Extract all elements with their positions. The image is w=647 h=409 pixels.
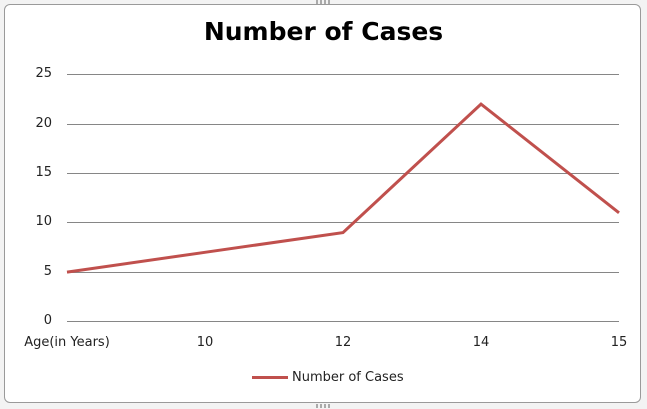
gridlines xyxy=(67,74,619,322)
x-tick-age: Age(in Years) xyxy=(24,335,110,350)
x-tick-14: 14 xyxy=(472,335,490,350)
x-tick-12: 12 xyxy=(334,335,352,350)
legend-line-swatch xyxy=(252,376,288,379)
chart-title[interactable]: Number of Cases xyxy=(203,17,444,46)
legend-label: Number of Cases xyxy=(292,370,404,385)
y-tick-0: 0 xyxy=(43,313,52,328)
x-tick-10: 10 xyxy=(196,335,214,350)
y-tick-15: 15 xyxy=(35,165,52,180)
y-tick-20: 20 xyxy=(35,116,52,131)
y-tick-5: 5 xyxy=(43,264,52,279)
chart-area[interactable] xyxy=(4,4,641,403)
y-tick-10: 10 xyxy=(35,214,52,229)
resize-handle-bottom[interactable] xyxy=(316,404,330,408)
resize-handle-top[interactable] xyxy=(316,0,330,4)
y-tick-25: 25 xyxy=(35,66,52,81)
series-line-number-of-cases xyxy=(66,102,620,274)
x-tick-15: 15 xyxy=(610,335,628,350)
legend[interactable]: Number of Cases xyxy=(252,370,404,385)
